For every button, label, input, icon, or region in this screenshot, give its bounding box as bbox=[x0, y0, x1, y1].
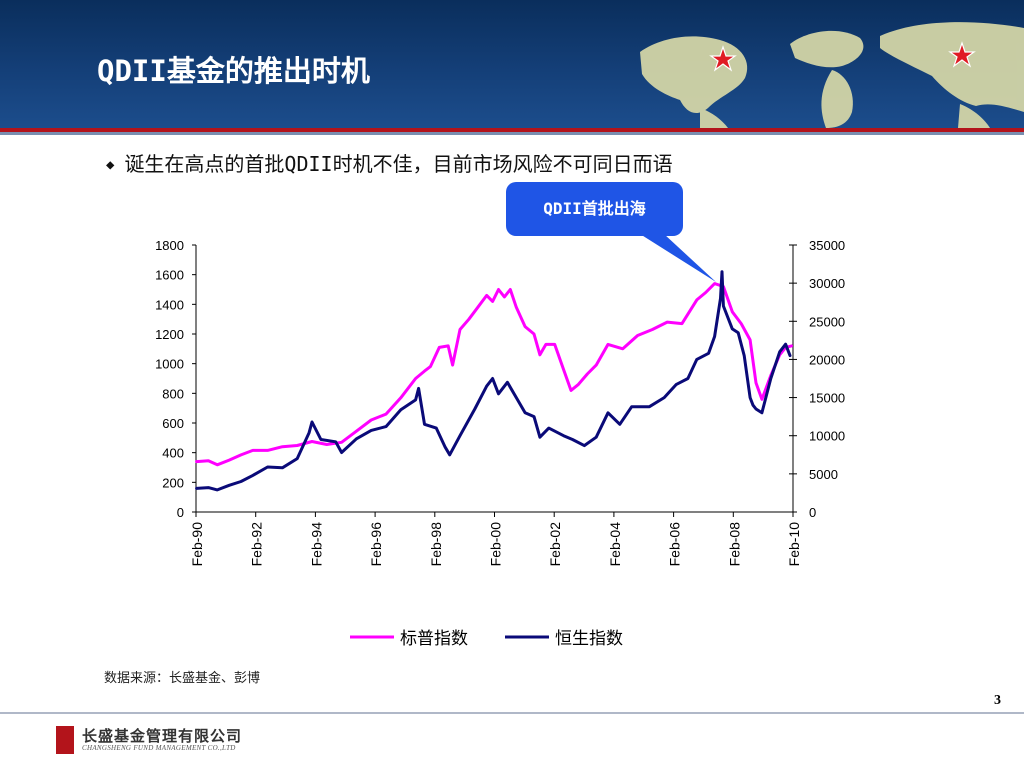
left-tick-label: 1200 bbox=[155, 327, 184, 342]
legend-label: 标普指数 bbox=[400, 629, 468, 649]
callout-pointer bbox=[640, 234, 716, 282]
series-group bbox=[195, 270, 793, 492]
header-divider-line bbox=[0, 132, 1024, 135]
x-tick-label: Feb-06 bbox=[667, 522, 683, 567]
right-tick-label: 30000 bbox=[809, 276, 845, 291]
chart-panel bbox=[125, 228, 877, 658]
left-tick-label: 400 bbox=[162, 446, 184, 461]
legend-label: 恒生指数 bbox=[555, 629, 623, 649]
x-tick-label: Feb-10 bbox=[786, 522, 802, 567]
slide-title: QDII基金的推出时机 bbox=[97, 54, 370, 88]
x-tick-label: Feb-90 bbox=[189, 522, 205, 567]
bullet-text: 诞生在高点的首批QDII时机不佳，目前市场风险不可同日而语 bbox=[124, 152, 673, 176]
series-line bbox=[195, 282, 793, 467]
axes bbox=[192, 244, 797, 517]
x-tick-label: Feb-04 bbox=[607, 522, 623, 567]
right-tick-label: 0 bbox=[809, 505, 816, 520]
left-tick-label: 0 bbox=[177, 505, 184, 520]
left-tick-label: 1400 bbox=[155, 297, 184, 312]
x-tick-label: Feb-98 bbox=[428, 522, 444, 567]
company-logo-icon bbox=[56, 726, 74, 754]
company-name-cn: 长盛基金管理有限公司 bbox=[82, 727, 243, 745]
right-tick-label: 20000 bbox=[809, 352, 845, 367]
header-accent-line bbox=[0, 128, 1024, 132]
bullet-point: ◆ 诞生在高点的首批QDII时机不佳，目前市场风险不可同日而语 bbox=[106, 148, 673, 177]
x-tick-label: Feb-02 bbox=[547, 522, 563, 567]
footer-divider bbox=[0, 712, 1024, 714]
callout-box: QDII首批出海 bbox=[506, 182, 683, 236]
x-tick-label: Feb-92 bbox=[249, 522, 265, 567]
page-number: 3 bbox=[994, 693, 1001, 708]
x-tick-label: Feb-08 bbox=[726, 522, 742, 567]
legend: 标普指数 恒生指数 bbox=[350, 629, 623, 649]
left-tick-label: 1000 bbox=[155, 357, 184, 372]
left-tick-label: 1800 bbox=[155, 238, 184, 253]
series-line bbox=[195, 270, 792, 492]
left-tick-label: 600 bbox=[162, 416, 184, 431]
world-map-icon bbox=[640, 22, 1024, 128]
right-tick-label: 15000 bbox=[809, 391, 845, 406]
tick-labels: 0 200 400 600 800 1000 1200 1400 1600 1800 0 5000 10… bbox=[155, 238, 845, 566]
right-tick-label: 25000 bbox=[809, 314, 845, 329]
left-tick-label: 1600 bbox=[155, 268, 184, 283]
left-tick-label: 200 bbox=[162, 475, 184, 490]
diamond-bullet-icon: ◆ bbox=[106, 157, 115, 173]
right-tick-label: 10000 bbox=[809, 429, 845, 444]
header-banner: QDII基金的推出时机 bbox=[0, 0, 1024, 128]
right-tick-label: 35000 bbox=[809, 238, 845, 253]
x-tick-label: Feb-94 bbox=[308, 522, 324, 567]
x-tick-label: Feb-96 bbox=[368, 522, 384, 567]
company-name-en: CHANGSHENG FUND MANAGEMENT CO.,LTD bbox=[82, 744, 236, 752]
data-source-note: 数据来源：长盛基金、彭博 bbox=[104, 671, 261, 686]
left-tick-label: 800 bbox=[162, 386, 184, 401]
right-tick-label: 5000 bbox=[809, 467, 838, 482]
x-tick-label: Feb-00 bbox=[488, 522, 504, 567]
